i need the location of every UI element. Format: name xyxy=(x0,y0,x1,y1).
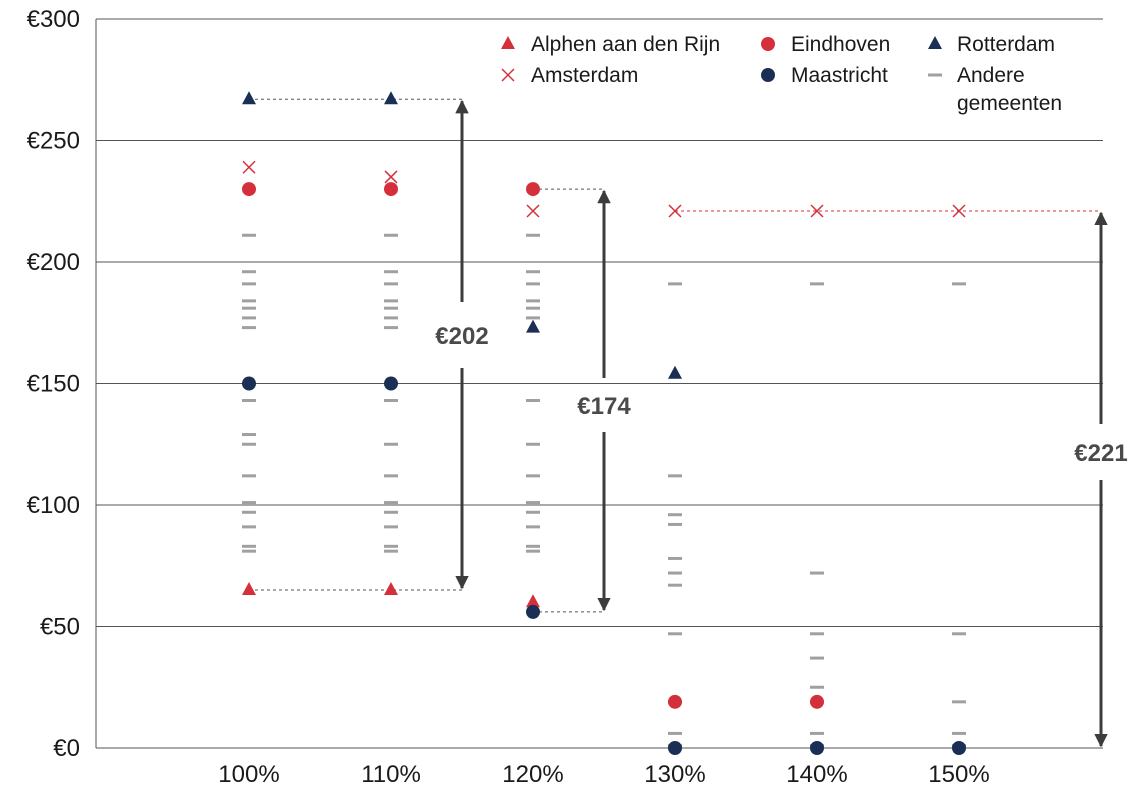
marker-amsterdam-stroke-b xyxy=(242,160,256,174)
legend-label-andere: Andere gemeenten xyxy=(957,64,1062,115)
legend: Alphen aan den Rijn Eindhoven Rotterdam Ams… xyxy=(501,33,1062,115)
marker-amsterdam xyxy=(668,204,682,218)
legend-label-eindhoven: Eindhoven xyxy=(791,33,890,56)
marker-rotterdam xyxy=(526,319,540,333)
marker-amsterdam xyxy=(384,170,398,184)
y-tick-label: €300 xyxy=(27,6,80,33)
marker-eindhoven xyxy=(526,182,540,197)
range-label-3: €221 xyxy=(1074,440,1127,467)
marker-alphen xyxy=(384,582,398,596)
x-axis-ticks: 100% 110% 120% 130% 140% 150% xyxy=(218,761,989,787)
marker-amsterdam-stroke-b xyxy=(952,204,966,218)
marker-amsterdam xyxy=(810,204,824,218)
marker-maastricht xyxy=(242,376,256,391)
marker-amsterdam-stroke-b xyxy=(526,204,540,218)
y-tick-label: €100 xyxy=(27,492,80,519)
range-annotations: €202 €174 €221 xyxy=(249,98,1128,748)
legend-label-rotterdam: Rotterdam xyxy=(957,33,1055,56)
legend-label-amsterdam: Amsterdam xyxy=(531,64,638,87)
marker-amsterdam xyxy=(526,204,540,218)
marker-amsterdam xyxy=(952,204,966,218)
x-tick-label: 120% xyxy=(502,761,563,787)
marker-rotterdam xyxy=(242,91,256,105)
x-tick-label: 140% xyxy=(786,761,847,787)
x-tick-label: 100% xyxy=(218,761,279,787)
y-axis-ticks: €0 €50 €100 €150 €200 €250 €300 xyxy=(27,6,80,762)
marker-rotterdam xyxy=(384,91,398,105)
marker-eindhoven xyxy=(668,694,682,709)
marker-eindhoven xyxy=(242,182,256,197)
x-tick-label: 130% xyxy=(644,761,705,787)
legend-marker-eindhoven xyxy=(761,37,775,51)
legend-label-maastricht: Maastricht xyxy=(791,64,888,87)
legend-marker-maastricht xyxy=(761,68,775,82)
marker-eindhoven xyxy=(810,694,824,709)
y-tick-label: €50 xyxy=(40,614,80,641)
y-tick-label: €0 xyxy=(53,735,80,762)
marker-maastricht xyxy=(810,741,824,755)
gridlines xyxy=(95,18,1103,749)
y-tick-label: €150 xyxy=(27,371,80,398)
series-markers xyxy=(242,91,966,755)
marker-maastricht xyxy=(952,741,966,755)
marker-eindhoven xyxy=(384,182,398,197)
marker-maastricht xyxy=(384,376,398,391)
legend-marker-rotterdam xyxy=(928,36,942,49)
legend-label-line: gemeenten xyxy=(957,92,1062,115)
marker-alphen xyxy=(526,594,540,608)
marker-rotterdam xyxy=(668,365,682,379)
y-tick-label: €200 xyxy=(27,249,80,276)
legend-label-line: Andere xyxy=(957,64,1025,87)
legend-marker-amsterdam-stroke-b xyxy=(501,68,515,82)
y-tick-label: €250 xyxy=(27,128,80,155)
x-tick-label: 110% xyxy=(361,761,421,787)
x-tick-label: 150% xyxy=(928,761,989,787)
marker-maastricht xyxy=(668,741,682,755)
legend-marker-amsterdam xyxy=(501,68,515,82)
marker-amsterdam-stroke-b xyxy=(810,204,824,218)
marker-amsterdam xyxy=(242,160,256,174)
marker-amsterdam-stroke-b xyxy=(384,170,398,184)
marker-maastricht xyxy=(526,604,540,619)
legend-marker-alphen xyxy=(501,36,515,49)
range-label-2: €174 xyxy=(577,393,631,420)
range-label-1: €202 xyxy=(435,323,488,350)
marker-alphen xyxy=(242,582,256,596)
legend-label-alphen: Alphen aan den Rijn xyxy=(531,33,720,56)
marker-amsterdam-stroke-b xyxy=(668,204,682,218)
